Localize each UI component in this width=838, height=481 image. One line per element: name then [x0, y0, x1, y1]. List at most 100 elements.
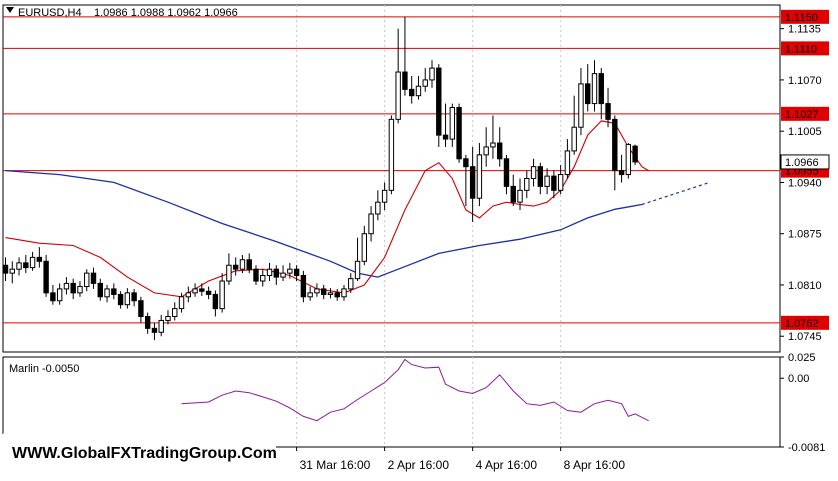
candle[interactable] [348, 273, 354, 293]
candle[interactable] [144, 312, 151, 334]
candle[interactable] [205, 286, 212, 300]
candle[interactable] [151, 322, 158, 341]
candle[interactable] [476, 143, 483, 207]
candle[interactable] [307, 286, 313, 301]
candle[interactable] [131, 288, 137, 307]
candle[interactable] [564, 139, 571, 179]
candle[interactable] [449, 103, 456, 147]
candle[interactable] [314, 283, 320, 297]
candle[interactable] [497, 127, 503, 167]
candle[interactable] [510, 174, 516, 207]
candle[interactable] [409, 75, 415, 104]
candle[interactable] [490, 115, 496, 159]
candle[interactable] [29, 251, 36, 271]
candle[interactable] [172, 302, 178, 321]
candle[interactable] [388, 115, 395, 195]
candle[interactable] [429, 60, 435, 88]
candle[interactable] [551, 170, 557, 199]
candle[interactable] [422, 68, 428, 92]
candle[interactable] [327, 288, 334, 299]
candle[interactable] [43, 254, 49, 297]
time-axis[interactable]: 31 Mar 16:00 2 Apr 16:00 4 Apr 16:00 8 Apr … [296, 447, 626, 472]
candle[interactable] [375, 190, 381, 221]
candle[interactable] [226, 253, 232, 285]
candle[interactable] [571, 95, 577, 155]
candle[interactable] [524, 170, 530, 199]
candle[interactable] [239, 254, 246, 274]
candle[interactable] [354, 237, 361, 282]
candle[interactable] [436, 64, 442, 147]
candle[interactable] [246, 253, 252, 274]
candle[interactable] [578, 68, 584, 136]
candle[interactable] [530, 158, 537, 187]
candle[interactable] [612, 115, 618, 191]
candle[interactable] [381, 182, 388, 211]
candle[interactable] [97, 278, 103, 301]
candle[interactable] [293, 265, 300, 282]
candle[interactable] [442, 103, 449, 147]
candle[interactable] [517, 178, 523, 211]
candle[interactable] [598, 68, 604, 120]
candle[interactable] [192, 283, 198, 297]
candle[interactable] [361, 225, 368, 266]
candle[interactable] [36, 247, 43, 268]
candle[interactable] [165, 310, 171, 325]
price-axis[interactable]: 1.1135 1.1070 1.1005 1.0940 1.0875 1.0810 1.07… [780, 9, 830, 454]
candle[interactable] [591, 60, 598, 112]
candle[interactable] [104, 284, 110, 303]
candle[interactable] [557, 165, 564, 195]
candle[interactable] [124, 288, 131, 309]
candle[interactable] [63, 277, 70, 295]
candle[interactable] [266, 262, 273, 282]
candle[interactable] [585, 64, 591, 112]
candle[interactable] [56, 283, 63, 305]
candle[interactable] [90, 267, 97, 289]
candle[interactable] [9, 261, 15, 284]
candles[interactable] [2, 16, 638, 341]
candle[interactable] [138, 296, 144, 323]
candle[interactable] [625, 143, 632, 179]
candle[interactable] [158, 314, 164, 337]
candle[interactable] [2, 257, 9, 282]
candle[interactable] [395, 28, 401, 124]
candle[interactable] [287, 262, 293, 279]
candle[interactable] [320, 284, 327, 300]
candle[interactable] [232, 257, 239, 276]
candle[interactable] [23, 254, 29, 274]
candle[interactable] [341, 284, 347, 301]
candle[interactable] [334, 288, 340, 301]
candle[interactable] [77, 281, 83, 297]
candle[interactable] [219, 273, 225, 313]
candle[interactable] [253, 265, 259, 285]
candle[interactable] [212, 290, 219, 317]
candle[interactable] [605, 87, 611, 128]
candle[interactable] [70, 278, 76, 300]
candle[interactable] [537, 162, 544, 195]
collapse-triangle-icon[interactable] [6, 7, 14, 13]
candle[interactable] [280, 265, 286, 282]
candle[interactable] [456, 103, 462, 163]
candle[interactable] [503, 154, 510, 195]
candle[interactable] [199, 283, 205, 297]
candle[interactable] [632, 144, 638, 166]
candle[interactable] [260, 269, 266, 287]
candle[interactable] [273, 265, 280, 285]
candle[interactable] [402, 16, 408, 96]
candle[interactable] [111, 283, 117, 300]
candle[interactable] [300, 270, 307, 303]
candle[interactable] [483, 127, 489, 167]
candle[interactable] [368, 206, 374, 242]
candle[interactable] [618, 154, 625, 183]
candle[interactable] [84, 269, 90, 292]
candle[interactable] [185, 286, 191, 303]
candle[interactable] [50, 284, 56, 305]
candle[interactable] [463, 154, 469, 207]
candle[interactable] [178, 292, 185, 313]
candle[interactable] [16, 257, 22, 276]
candle[interactable] [117, 291, 124, 309]
candle[interactable] [469, 146, 476, 222]
candle[interactable] [544, 168, 550, 195]
candle[interactable] [415, 75, 422, 100]
